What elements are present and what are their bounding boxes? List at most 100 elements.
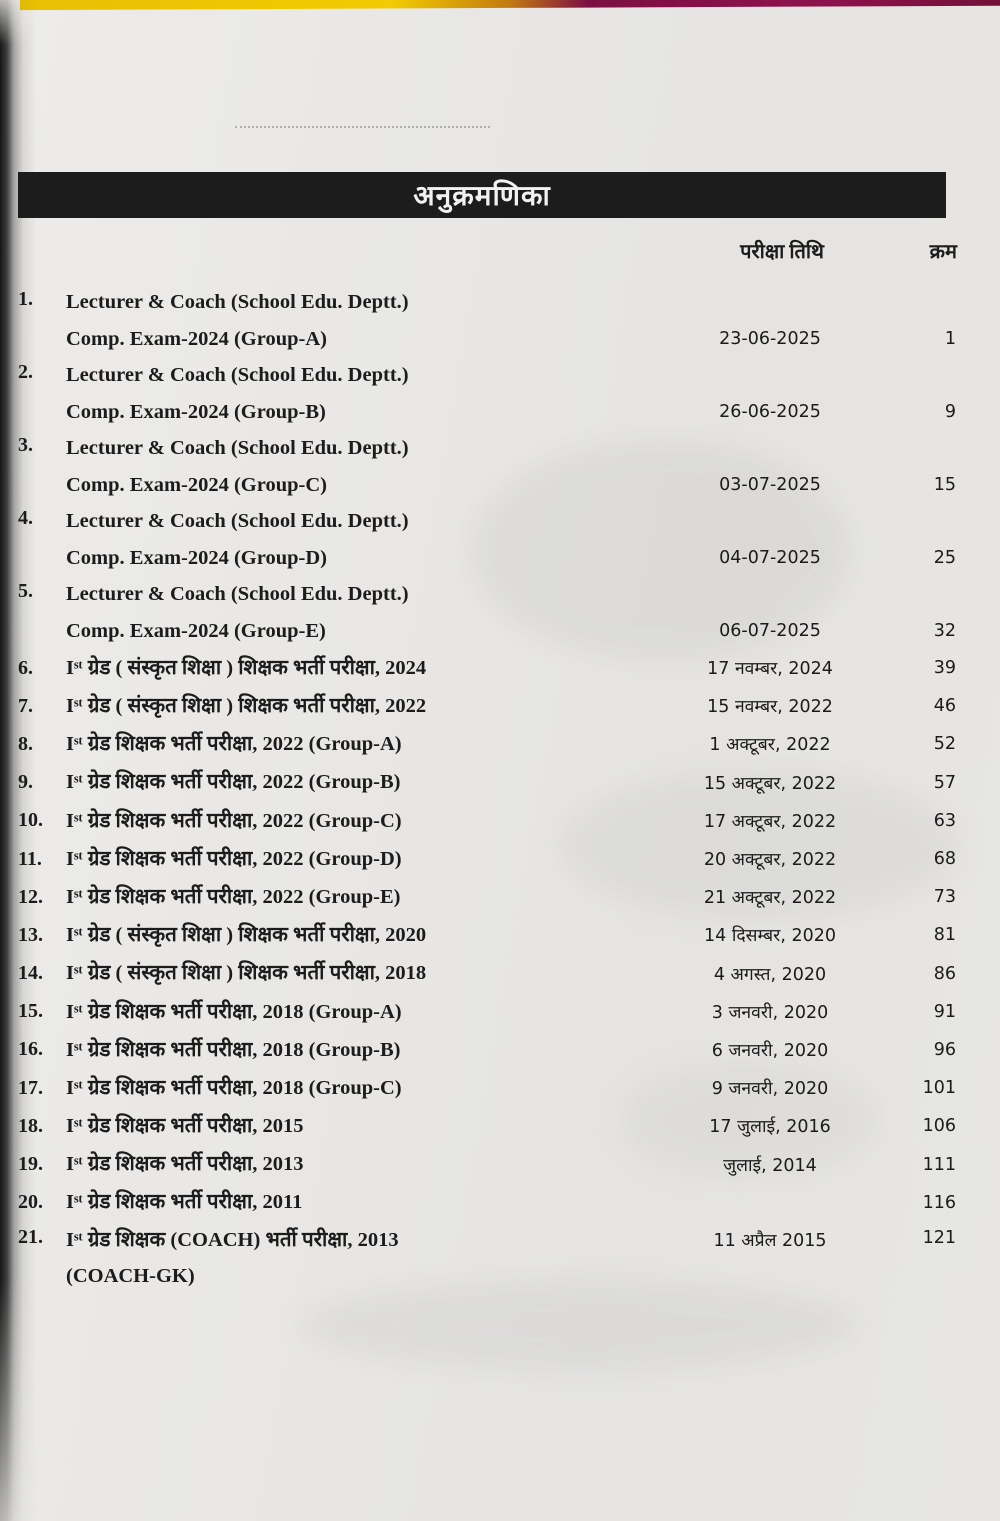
entry-title: Lecturer & Coach (School Edu. Deptt.) Co… <box>66 284 658 357</box>
scan-artifact-line <box>235 126 490 128</box>
entry-exam-date: 14 दिसम्बर, 2020 <box>704 926 836 947</box>
page-bleedthrough-ghost <box>620 1060 880 1180</box>
toc-entry-row: 6. Iˢᵗ ग्रेड ( संस्कृत शिक्षा ) शिक्षक भ… <box>14 649 972 687</box>
entry-page-number: 57 <box>933 772 956 793</box>
entry-page-number: 46 <box>933 696 956 717</box>
entry-page-number: 9 <box>944 402 956 422</box>
entry-number: 1. <box>18 288 33 310</box>
entry-title-line1: Lecturer & Coach (School Edu. Deptt.) <box>66 510 409 532</box>
toc-entry-row: 5. Lecturer & Coach (School Edu. Deptt.)… <box>14 576 972 649</box>
entry-title: Iˢᵗ ग्रेड शिक्षक भर्ती परीक्षा, 2011 <box>66 1191 658 1214</box>
entry-number: 18. <box>18 1114 43 1137</box>
entry-title: Iˢᵗ ग्रेड शिक्षक भर्ती परीक्षा, 2022 (Gr… <box>66 771 658 794</box>
book-cover-edge <box>20 0 1000 11</box>
entry-number: 8. <box>18 732 33 755</box>
entry-number: 5. <box>18 580 33 602</box>
entry-number: 13. <box>18 923 43 946</box>
column-header-serial: क्रम <box>929 241 957 263</box>
entry-page-number: 121 <box>922 1227 956 1248</box>
entry-title-line1: Iˢᵗ ग्रेड शिक्षक भर्ती परीक्षा, 2015 <box>66 1115 304 1138</box>
entry-exam-date: 3 जनवरी, 2020 <box>711 1002 829 1023</box>
entry-title: Lecturer & Coach (School Edu. Deptt.) Co… <box>66 357 658 430</box>
entry-page-number: 68 <box>933 849 956 870</box>
entry-exam-date: 21 अक्टूबर, 2022 <box>703 888 837 909</box>
toc-entry-row: 2. Lecturer & Coach (School Edu. Deptt.)… <box>14 357 972 430</box>
entry-page-number: 96 <box>933 1039 956 1060</box>
entry-number: 6. <box>18 656 33 679</box>
entry-title: Lecturer & Coach (School Edu. Deptt.) Co… <box>66 503 658 576</box>
entry-title: Iˢᵗ ग्रेड ( संस्कृत शिक्षा ) शिक्षक भर्त… <box>66 695 658 718</box>
entry-title: Iˢᵗ ग्रेड ( संस्कृत शिक्षा ) शिक्षक भर्त… <box>66 924 658 947</box>
toc-entry-row: 10. Iˢᵗ ग्रेड शिक्षक भर्ती परीक्षा, 2022… <box>14 802 972 840</box>
entry-title: Iˢᵗ ग्रेड शिक्षक भर्ती परीक्षा, 2022 (Gr… <box>66 733 658 756</box>
entry-number: 12. <box>18 885 43 908</box>
page-bleedthrough-ghost <box>470 440 850 660</box>
toc-list: 1. Lecturer & Coach (School Edu. Deptt.)… <box>14 284 972 1295</box>
entry-exam-date: 15 अक्टूबर, 2022 <box>703 773 837 794</box>
page-bleedthrough-ghost <box>560 770 960 920</box>
entry-title-line2: Comp. Exam-2024 (Group-B) <box>66 400 326 423</box>
entry-exam-date: 04-07-2025 <box>719 548 821 568</box>
book-spine-shadow <box>0 0 36 1521</box>
entry-title-line2: Comp. Exam-2024 (Group-A) <box>66 327 327 350</box>
entry-number: 2. <box>18 361 33 383</box>
entry-exam-date: 17 नवम्बर, 2024 <box>707 659 833 680</box>
toc-entry-row: 18. Iˢᵗ ग्रेड शिक्षक भर्ती परीक्षा, 2015… <box>14 1107 972 1145</box>
entry-title-line1: Iˢᵗ ग्रेड शिक्षक भर्ती परीक्षा, 2022 (Gr… <box>66 733 402 756</box>
entry-title-line1: Lecturer & Coach (School Edu. Deptt.) <box>66 437 409 459</box>
entry-title-line1: Iˢᵗ ग्रेड शिक्षक भर्ती परीक्षा, 2013 <box>66 1153 304 1176</box>
entry-title-line1: Iˢᵗ ग्रेड शिक्षक भर्ती परीक्षा, 2011 <box>66 1191 303 1214</box>
entry-title-line2: Comp. Exam-2024 (Group-E) <box>66 619 326 642</box>
entry-number: 20. <box>18 1191 43 1214</box>
toc-entry-row: 11. Iˢᵗ ग्रेड शिक्षक भर्ती परीक्षा, 2022… <box>14 840 972 878</box>
entry-title: Iˢᵗ ग्रेड ( संस्कृत शिक्षा ) शिक्षक भर्त… <box>66 657 658 680</box>
entry-title-line1: Iˢᵗ ग्रेड ( संस्कृत शिक्षा ) शिक्षक भर्त… <box>66 695 427 717</box>
entry-number: 19. <box>18 1153 43 1176</box>
entry-page-number: 106 <box>922 1116 956 1137</box>
entry-title: Iˢᵗ ग्रेड शिक्षक भर्ती परीक्षा, 2013 <box>66 1153 658 1176</box>
entry-title: Iˢᵗ ग्रेड शिक्षक भर्ती परीक्षा, 2022 (Gr… <box>66 886 658 909</box>
entry-exam-date: 23-06-2025 <box>719 329 821 349</box>
toc-entry-row: 4. Lecturer & Coach (School Edu. Deptt.)… <box>14 503 972 576</box>
entry-title-line1: Iˢᵗ ग्रेड शिक्षक भर्ती परीक्षा, 2022 (Gr… <box>66 771 401 794</box>
entry-exam-date: 15 नवम्बर, 2022 <box>707 697 833 718</box>
entry-title: Iˢᵗ ग्रेड शिक्षक भर्ती परीक्षा, 2018 (Gr… <box>66 1077 658 1100</box>
entry-number: 14. <box>18 962 43 985</box>
entry-title-line1: Iˢᵗ ग्रेड शिक्षक भर्ती परीक्षा, 2022 (Gr… <box>66 809 402 832</box>
toc-entry-row: 20. Iˢᵗ ग्रेड शिक्षक भर्ती परीक्षा, 2011… <box>14 1184 972 1222</box>
toc-title: अनुक्रमणिका <box>413 181 551 212</box>
toc-entry-row: 1. Lecturer & Coach (School Edu. Deptt.)… <box>14 284 972 357</box>
entry-title-line1: Iˢᵗ ग्रेड शिक्षक भर्ती परीक्षा, 2018 (Gr… <box>66 1000 402 1023</box>
entry-page-number: 1 <box>944 329 956 349</box>
toc-entry-row: 19. Iˢᵗ ग्रेड शिक्षक भर्ती परीक्षा, 2013… <box>14 1145 972 1183</box>
entry-number: 11. <box>18 847 42 870</box>
toc-entry-row: 17. Iˢᵗ ग्रेड शिक्षक भर्ती परीक्षा, 2018… <box>14 1069 972 1107</box>
entry-exam-date: 6 जनवरी, 2020 <box>711 1040 829 1061</box>
entry-title: Iˢᵗ ग्रेड शिक्षक भर्ती परीक्षा, 2018 (Gr… <box>66 1039 658 1062</box>
entry-page-number: 86 <box>933 963 956 984</box>
entry-title: Iˢᵗ ग्रेड शिक्षक भर्ती परीक्षा, 2022 (Gr… <box>66 810 658 833</box>
entry-title: Iˢᵗ ग्रेड शिक्षक (COACH) भर्ती परीक्षा, … <box>66 1222 658 1295</box>
entry-number: 15. <box>18 1000 43 1023</box>
entry-title-line1: Lecturer & Coach (School Edu. Deptt.) <box>66 364 409 386</box>
entry-page-number: 15 <box>933 475 956 495</box>
entry-title-line2: Comp. Exam-2024 (Group-D) <box>66 546 327 569</box>
toc-entry-row: 9. Iˢᵗ ग्रेड शिक्षक भर्ती परीक्षा, 2022 … <box>14 764 972 802</box>
entry-title-line1: Iˢᵗ ग्रेड शिक्षक भर्ती परीक्षा, 2022 (Gr… <box>66 847 402 870</box>
toc-entry-row: 15. Iˢᵗ ग्रेड शिक्षक भर्ती परीक्षा, 2018… <box>14 993 972 1031</box>
entry-title-line1: Lecturer & Coach (School Edu. Deptt.) <box>66 291 409 313</box>
entry-exam-date: 26-06-2025 <box>719 402 821 422</box>
entry-number: 10. <box>18 809 43 832</box>
entry-title-line1: Iˢᵗ ग्रेड शिक्षक भर्ती परीक्षा, 2022 (Gr… <box>66 885 401 908</box>
entry-number: 21. <box>18 1225 43 1248</box>
entry-page-number: 116 <box>922 1192 956 1213</box>
entry-page-number: 32 <box>933 621 956 641</box>
entry-title: Iˢᵗ ग्रेड शिक्षक भर्ती परीक्षा, 2022 (Gr… <box>66 848 658 871</box>
entry-title: Iˢᵗ ग्रेड शिक्षक भर्ती परीक्षा, 2018 (Gr… <box>66 1001 658 1024</box>
entry-title-line1: Iˢᵗ ग्रेड ( संस्कृत शिक्षा ) शिक्षक भर्त… <box>66 656 427 679</box>
entry-page-number: 39 <box>933 658 956 679</box>
entry-exam-date: 11 अप्रैल 2015 <box>713 1230 827 1251</box>
toc-entry-row: 21. Iˢᵗ ग्रेड शिक्षक (COACH) भर्ती परीक्… <box>14 1222 972 1295</box>
entry-number: 4. <box>18 507 33 529</box>
